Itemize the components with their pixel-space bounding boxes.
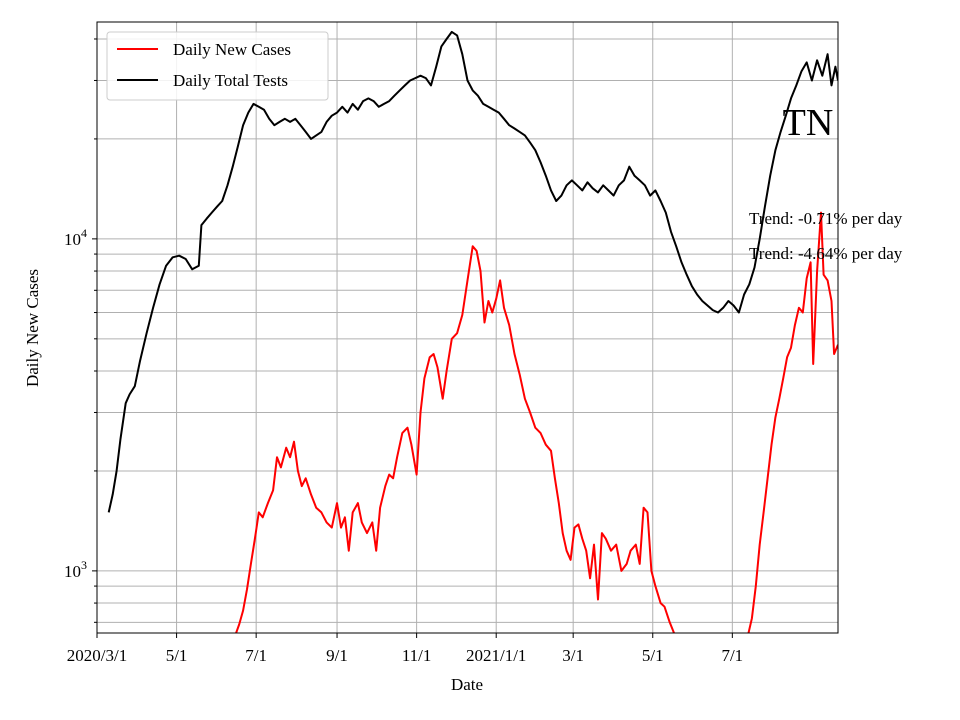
series-line-daily-total-tests: [107, 30, 838, 513]
legend-label-new-cases: Daily New Cases: [173, 40, 291, 59]
y-tick-label: 103: [64, 558, 87, 581]
watermark-text: TN: [783, 102, 834, 144]
x-tick-label: 5/1: [642, 646, 664, 665]
series-line-daily-new-cases-2: [747, 211, 838, 633]
trend-annotation-2: Trend: -4.64% per day: [749, 244, 903, 263]
x-tick-label: 7/1: [721, 646, 743, 665]
x-tick-label: 7/1: [245, 646, 267, 665]
trend-annotations: Trend: -0.71% per day Trend: -4.64% per …: [749, 209, 903, 263]
x-tick-label: 11/1: [402, 646, 432, 665]
series-layer: [107, 30, 838, 633]
legend-label-total-tests: Daily Total Tests: [173, 71, 288, 90]
x-tick-label: 2020/3/1: [67, 646, 127, 665]
legend: Daily New Cases Daily Total Tests: [106, 31, 329, 101]
trend-annotation-1: Trend: -0.71% per day: [749, 209, 903, 228]
plot-frame: [96, 21, 839, 634]
series-line-daily-new-cases-1: [235, 245, 676, 633]
x-tick-label: 5/1: [166, 646, 188, 665]
x-tick-label: 9/1: [326, 646, 348, 665]
grid-lines: [96, 22, 838, 633]
y-axis-label: Daily New Cases: [23, 269, 42, 387]
legend-box: [106, 31, 329, 101]
axis-ticks: 2020/3/1 5/1 7/1 9/1 11/1 2021/1/1 3/1 5/1 7/1 10…: [64, 38, 743, 665]
x-tick-label: 3/1: [562, 646, 584, 665]
x-axis-label: Date: [451, 675, 483, 694]
x-tick-label: 2021/1/1: [466, 646, 526, 665]
y-tick-label: 104: [64, 226, 87, 249]
